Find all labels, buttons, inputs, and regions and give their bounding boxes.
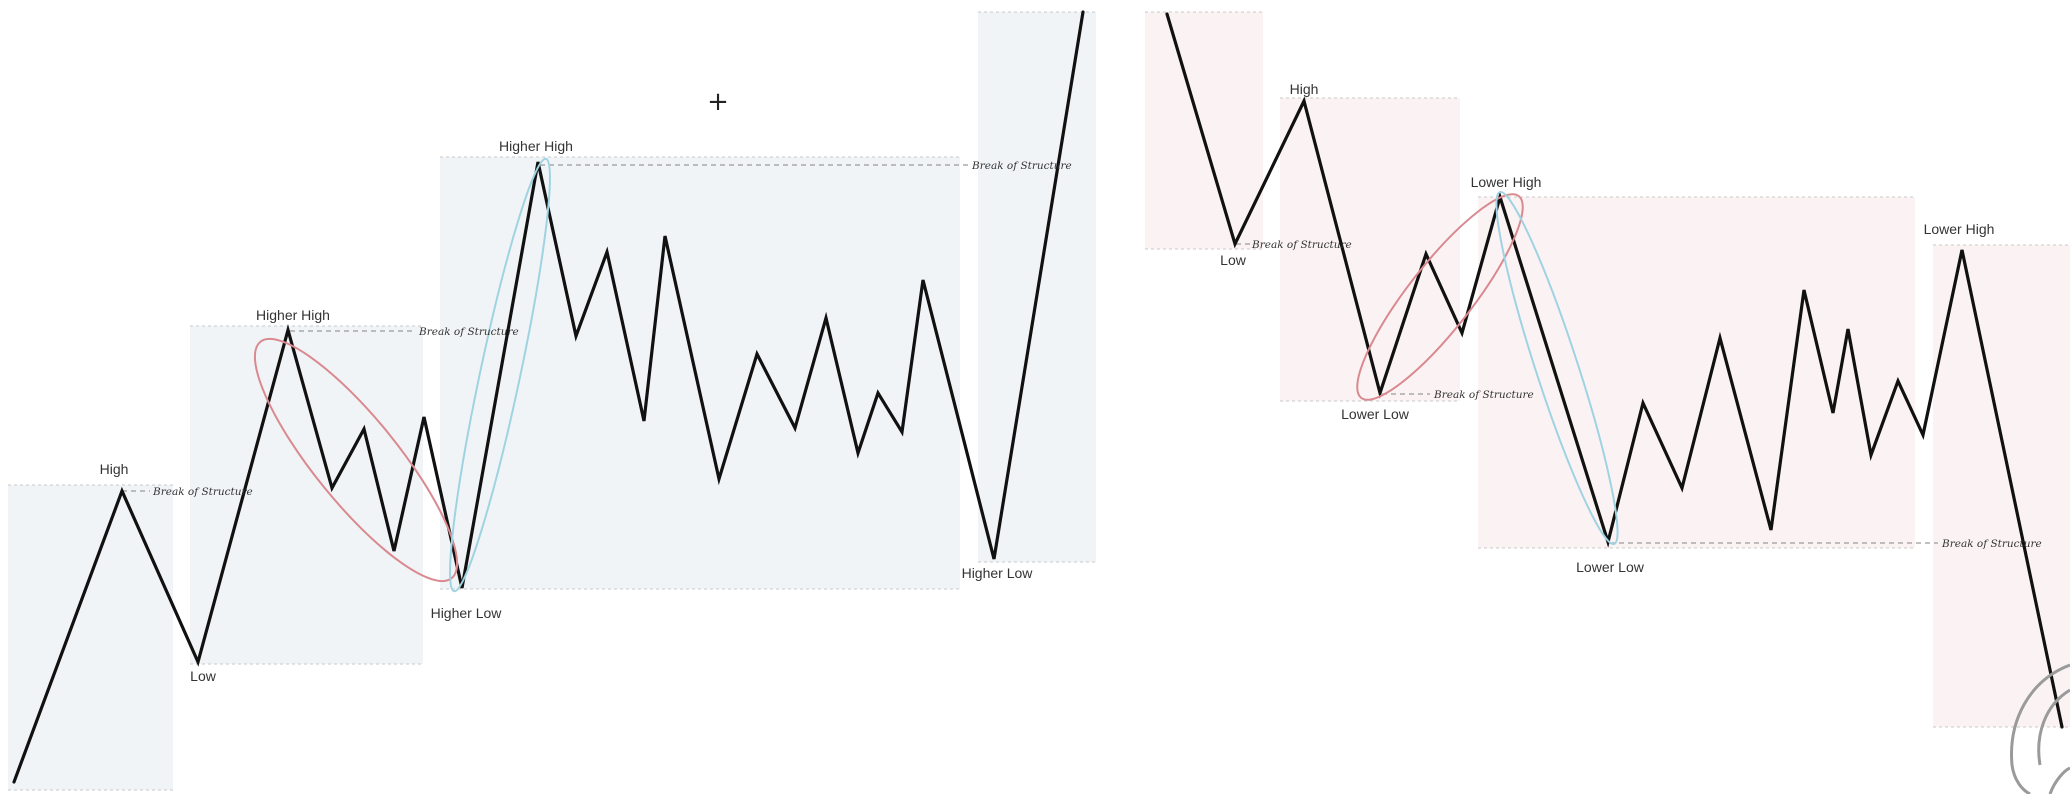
bos-lines	[122, 164, 1938, 544]
bearish-zones	[1145, 12, 2070, 727]
bos-text-bull-2: Break of Structure	[418, 326, 519, 338]
label-bear-low: Low	[1220, 252, 1247, 268]
bearish-zone-4	[1933, 245, 2070, 727]
bos-text-bear-2: Break of Structure	[1433, 389, 1534, 401]
partial-logo-icon	[2010, 663, 2070, 794]
label-lower-low-2: Lower Low	[1576, 559, 1645, 575]
bullish-labels: High Low Higher High Higher Low Higher H…	[100, 138, 1034, 684]
bullish-impulse-ellipse	[449, 157, 551, 593]
label-higher-low-1: Higher Low	[431, 605, 503, 621]
bearish-impulse-ellipse	[1495, 190, 1619, 546]
crosshair-cursor-icon: +	[707, 87, 729, 117]
bearish-labels: Low High Lower Low Lower High Lower Low …	[1220, 81, 1994, 575]
bos-text-bear-1: Break of Structure	[1251, 239, 1352, 251]
label-bear-high: High	[1290, 81, 1319, 97]
bearish-zone-3	[1478, 197, 1915, 548]
bullish-price-line	[12, 10, 1085, 784]
bearish-price-line	[1165, 12, 2064, 729]
label-lower-high-1: Lower High	[1471, 174, 1542, 190]
bos-text-bear-3: Break of Structure	[1941, 538, 2042, 550]
label-higher-low-2: Higher Low	[962, 565, 1034, 581]
bos-text-bull-1: Break of Structure	[152, 486, 253, 498]
bearish-bos-texts: Break of Structure Break of Structure Br…	[1251, 239, 2042, 550]
label-higher-high-1: Higher High	[256, 307, 330, 323]
label-lower-high-2: Lower High	[1924, 221, 1995, 237]
label-higher-high-2: Higher High	[499, 138, 573, 154]
label-high: High	[100, 461, 129, 477]
bullish-bos-texts: Break of Structure Break of Structure Br…	[152, 160, 1072, 498]
zone-edges	[8, 11, 2070, 791]
bearish-pullback-ellipse	[1356, 193, 1524, 401]
label-low: Low	[190, 668, 217, 684]
label-lower-low-1: Lower Low	[1341, 406, 1410, 422]
bullish-zone-1	[8, 485, 173, 790]
bullish-zone-2	[190, 326, 423, 664]
bullish-zones	[8, 12, 1096, 790]
bos-text-bull-3: Break of Structure	[971, 160, 1072, 172]
bullish-pullback-ellipse	[253, 337, 459, 583]
bearish-zone-1	[1145, 12, 1263, 249]
